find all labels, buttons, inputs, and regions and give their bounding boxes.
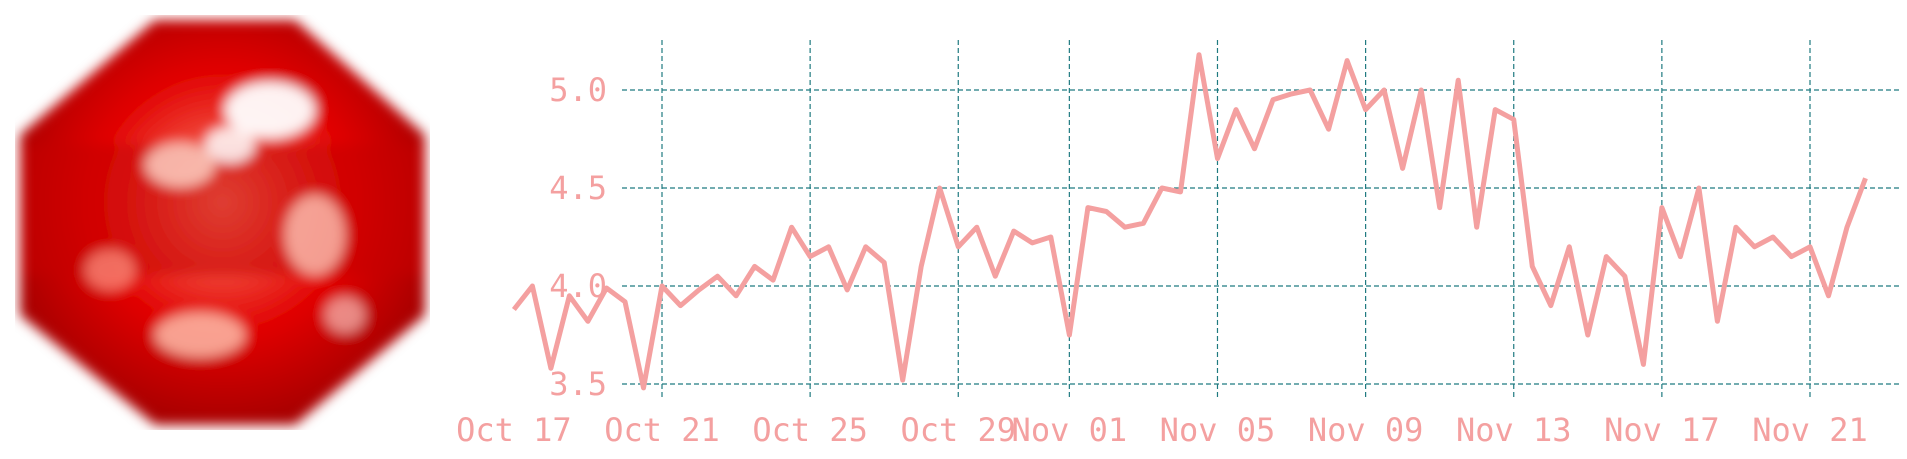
x-tick-label: Nov 13 — [1456, 411, 1572, 449]
x-tick-label: Oct 21 — [604, 411, 720, 449]
x-tick-label: Oct 17 — [456, 411, 572, 449]
series-line — [511, 52, 1868, 391]
x-tick-label: Nov 09 — [1308, 411, 1424, 449]
y-tick-label: 3.5 — [549, 365, 607, 403]
x-tick-label: Oct 29 — [900, 411, 1016, 449]
y-tick-label: 4.0 — [549, 267, 607, 305]
x-tick-label: Nov 17 — [1604, 411, 1720, 449]
y-tick-labels: 3.5 4.0 4.5 5.0 — [549, 71, 607, 403]
x-tick-label: Nov 21 — [1752, 411, 1868, 449]
x-tick-label: Nov 01 — [1012, 411, 1128, 449]
x-tick-label: Nov 05 — [1160, 411, 1276, 449]
series-layer — [511, 52, 1868, 391]
x-tick-label: Oct 25 — [752, 411, 868, 449]
red-dice-thumbnail — [20, 20, 425, 425]
y-tick-label: 5.0 — [549, 71, 607, 109]
y-tick-label: 4.5 — [549, 169, 607, 207]
grid-layer — [622, 40, 1900, 400]
